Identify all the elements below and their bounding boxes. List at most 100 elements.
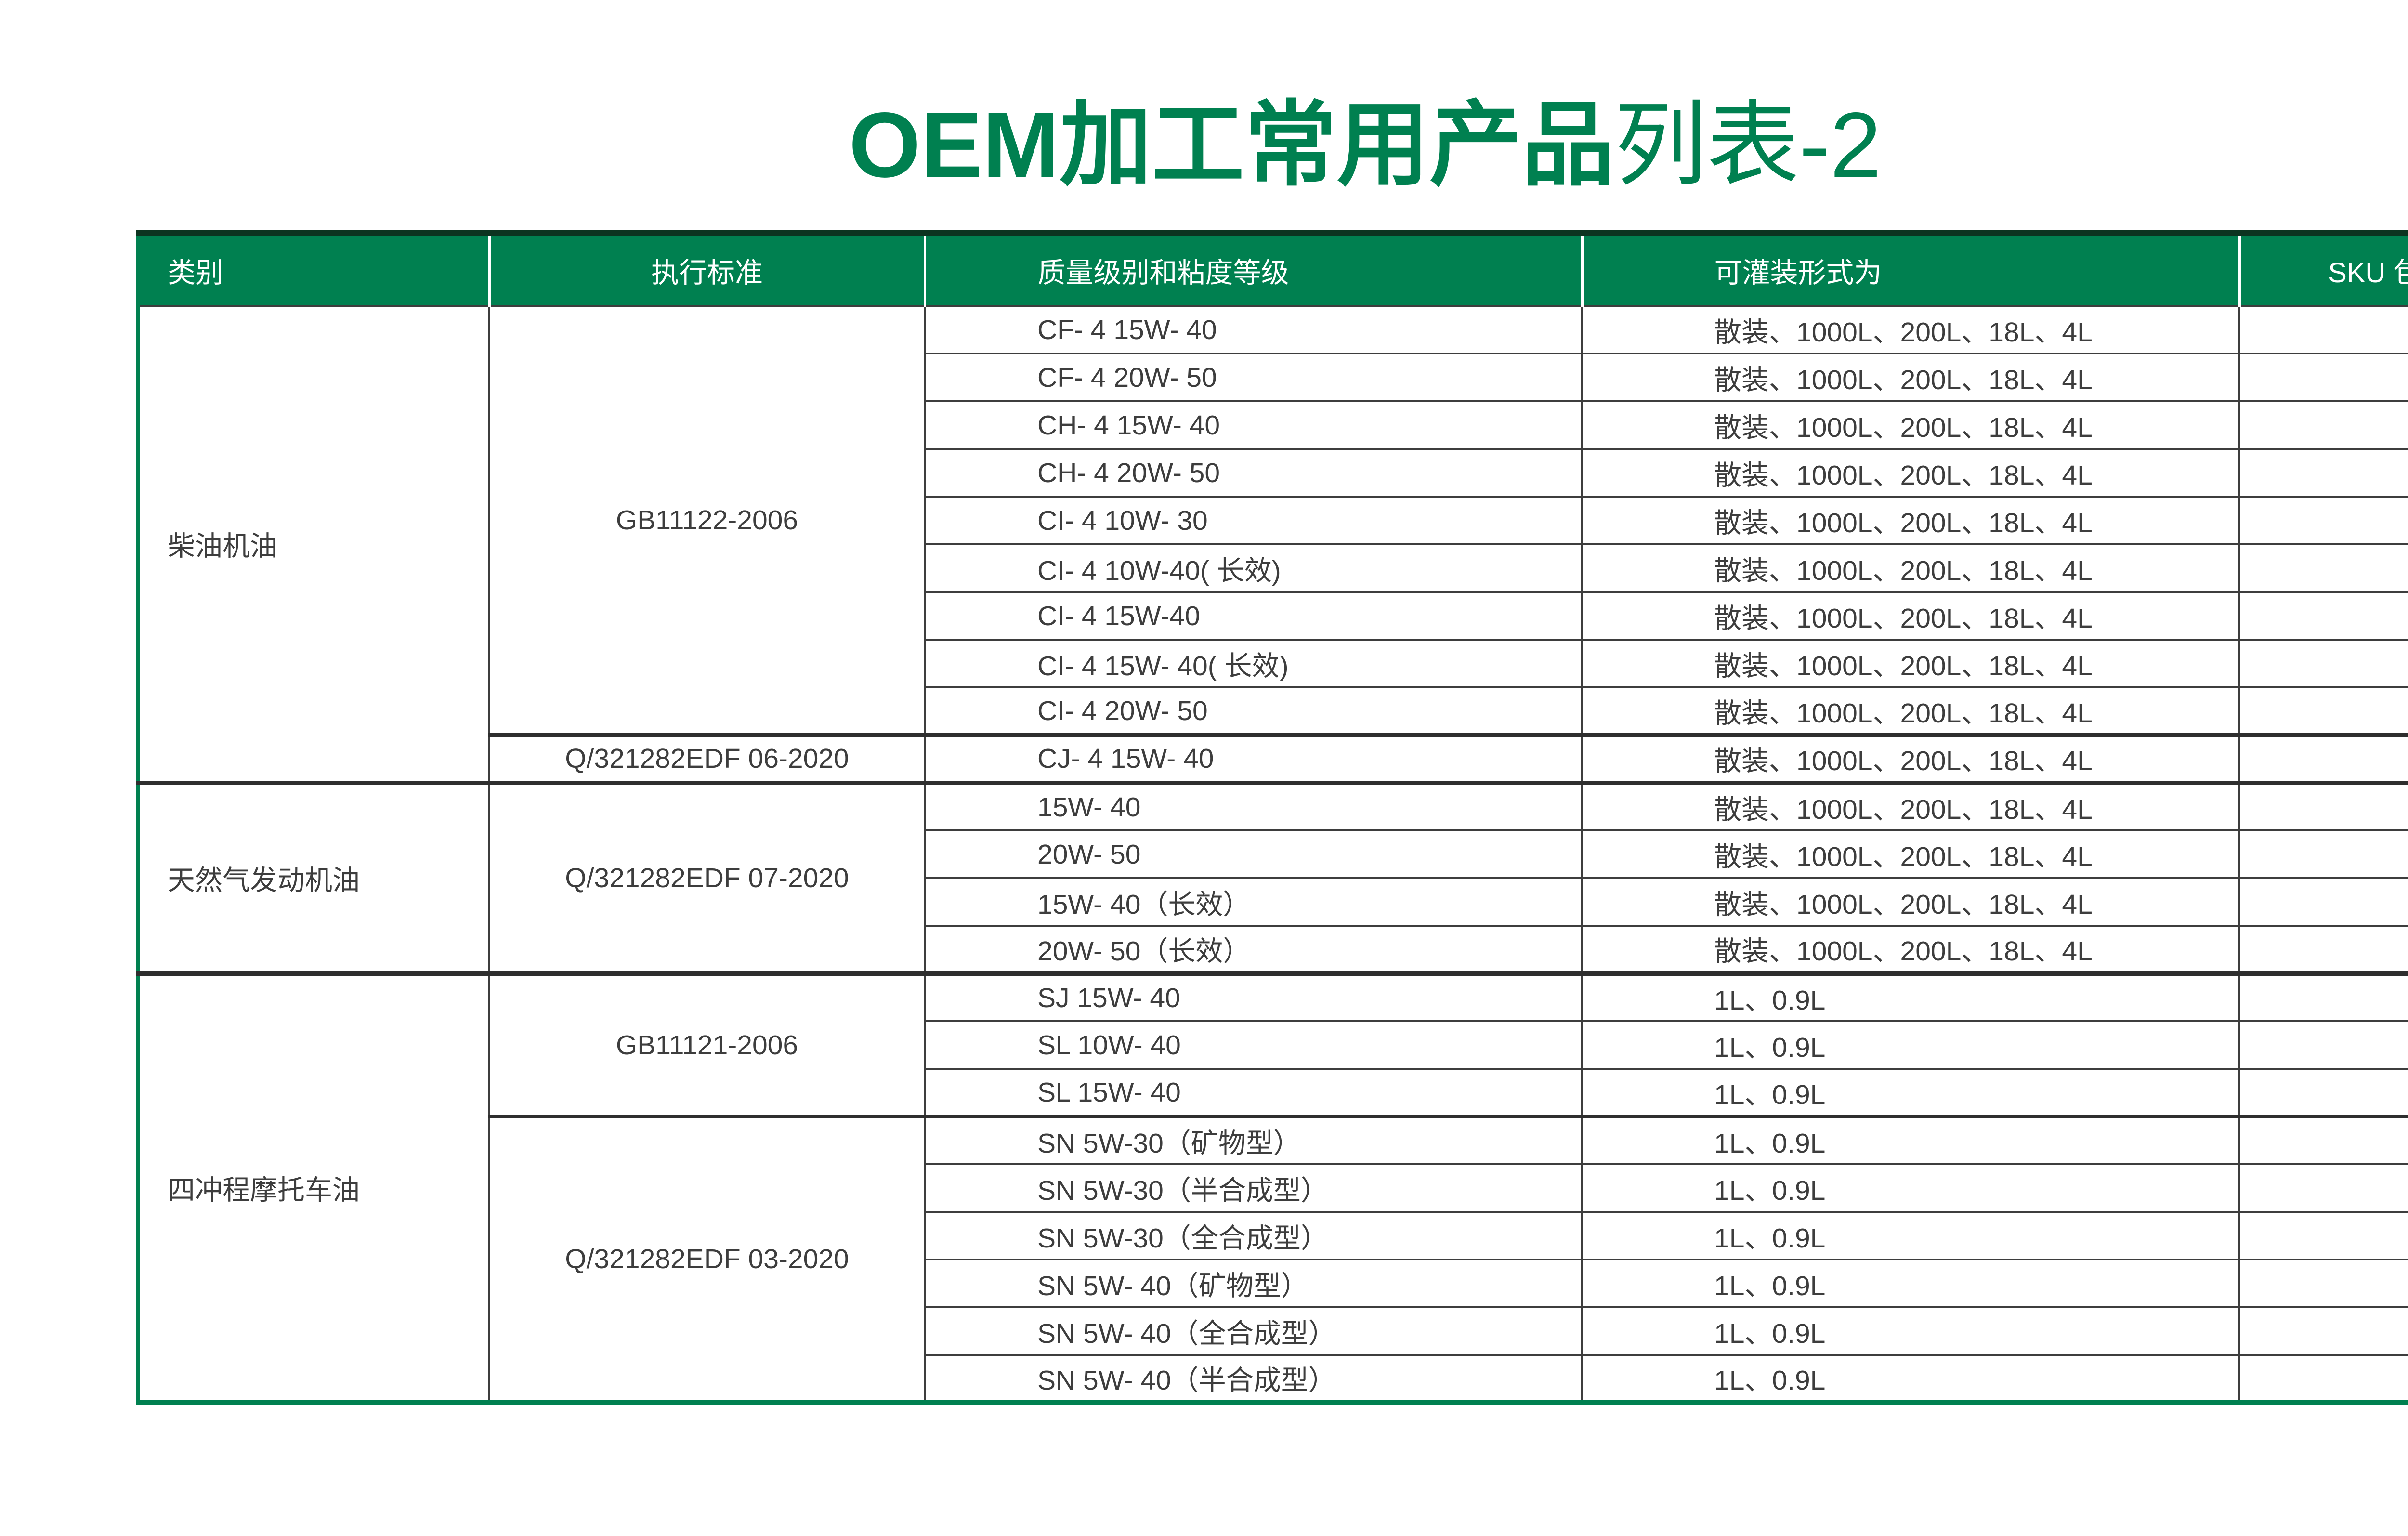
packaging-cell: 1L、0.9L: [1581, 1163, 2240, 1213]
sku-cell: 5: [2238, 925, 2408, 974]
col-header-grade: 质量级别和粘度等级: [925, 233, 1584, 306]
packaging-cell: 散装、1000L、200L、18L、4L: [1581, 496, 2240, 545]
packaging-cell: 1L、0.9L: [1581, 971, 2240, 1022]
sku-cell: 5: [2238, 543, 2408, 593]
sku-cell: 2: [2238, 1354, 2408, 1404]
grade-cell: SL 15W- 40: [924, 1068, 1583, 1117]
packaging-cell: 1L、0.9L: [1581, 1354, 2240, 1404]
col-header-category: 类别: [138, 233, 491, 306]
category-cell: 四冲程摩托车油: [137, 971, 490, 1404]
grade-cell: SN 5W-30（半合成型）: [924, 1163, 1583, 1213]
table-row: 柴油机油 GB11122-2006 CF- 4 15W- 40 散装、1000L…: [137, 305, 2408, 784]
sku-cell: 2: [2238, 1068, 2408, 1117]
sku-cell: 2: [2238, 1211, 2408, 1260]
packaging-cell: 散装、1000L、200L、18L、4L: [1581, 353, 2240, 402]
table-row: 15W- 40（长效） 散装、1000L、200L、18L、4L 5: [138, 877, 2408, 927]
products-table: 类别 执行标准 质量级别和粘度等级 可灌装形式为 SKU 包装数量 柴油机油 G…: [136, 230, 2408, 1405]
table-row: Q/321282EDF 06-2020 CJ- 4 15W- 40 散装、100…: [138, 733, 2408, 784]
page-title: OEM加工常用产品列表-2: [0, 90, 2408, 200]
table-row: 20W- 50（长效） 散装、1000L、200L、18L、4L 5: [138, 925, 2408, 974]
grade-cell: CF- 4 15W- 40: [924, 305, 1583, 354]
page-title-main: OEM加工常用产品: [849, 93, 1614, 197]
packaging-cell: 1L、0.9L: [1581, 1020, 2240, 1070]
sku-cell: 2: [2238, 1115, 2408, 1165]
packaging-cell: 1L、0.9L: [1581, 1259, 2240, 1308]
sku-cell: 5: [2238, 829, 2408, 879]
packaging-cell: 散装、1000L、200L、18L、4L: [1581, 733, 2240, 784]
table-row: 天然气发动机油 Q/321282EDF 07-2020 15W- 40 散装、1…: [137, 780, 2408, 974]
sku-cell: 2: [2238, 1020, 2408, 1070]
packaging-cell: 1L、0.9L: [1581, 1115, 2240, 1165]
grade-cell: 15W- 40: [924, 780, 1583, 831]
packaging-cell: 散装、1000L、200L、18L、4L: [1581, 829, 2240, 879]
grade-cell: CI- 4 10W- 30: [924, 496, 1583, 545]
grade-cell: SL 10W- 40: [924, 1020, 1583, 1070]
grade-cell: CI- 4 20W- 50: [924, 686, 1583, 736]
sku-cell: 5: [2238, 733, 2408, 784]
standard-cell: Q/321282EDF 03-2020: [488, 1115, 926, 1404]
grade-cell: CH- 4 15W- 40: [924, 400, 1583, 450]
packaging-cell: 散装、1000L、200L、18L、4L: [1581, 543, 2240, 593]
table-row: CI- 4 10W-40( 长效) 散装、1000L、200L、18L、4L 5: [138, 543, 2408, 593]
sku-cell: 2: [2238, 1163, 2408, 1213]
grade-cell: CJ- 4 15W- 40: [924, 733, 1583, 784]
table-row: CI- 4 15W- 40( 长效) 散装、1000L、200L、18L、4L …: [138, 639, 2408, 688]
packaging-cell: 1L、0.9L: [1581, 1211, 2240, 1260]
col-header-packaging: 可灌装形式为: [1582, 233, 2241, 306]
packaging-cell: 散装、1000L、200L、18L、4L: [1581, 780, 2240, 831]
packaging-cell: 散装、1000L、200L、18L、4L: [1581, 686, 2240, 736]
packaging-cell: 1L、0.9L: [1581, 1306, 2240, 1356]
grade-cell: SN 5W-30（矿物型）: [924, 1115, 1583, 1165]
table-row: SN 5W-30（全合成型） 1L、0.9L 2: [138, 1211, 2408, 1260]
grade-cell: SJ 15W- 40: [924, 971, 1583, 1022]
grade-cell: 20W- 50（长效）: [924, 925, 1583, 974]
grade-cell: CI- 4 15W- 40( 长效): [924, 639, 1583, 688]
table-row: 四冲程摩托车油 GB11121-2006 SJ 15W- 40 1L、0.9L …: [137, 971, 2408, 1404]
sku-cell: 5: [2238, 400, 2408, 450]
sku-cell: 5: [2238, 496, 2408, 545]
grade-cell: 20W- 50: [924, 829, 1583, 879]
table-row: CI- 4 20W- 50 散装、1000L、200L、18L、4L 5: [138, 686, 2408, 736]
table-row: SN 5W- 40（全合成型） 1L、0.9L 2: [138, 1306, 2408, 1356]
packaging-cell: 散装、1000L、200L、18L、4L: [1581, 305, 2240, 354]
page-title-suffix: 列表-2: [1614, 93, 1882, 197]
table-row: CH- 4 20W- 50 散装、1000L、200L、18L、4L 5: [138, 448, 2408, 498]
sku-cell: 5: [2238, 448, 2408, 498]
table-row: SN 5W-30（半合成型） 1L、0.9L 2: [138, 1163, 2408, 1213]
table-row: SN 5W- 40（矿物型） 1L、0.9L 2: [138, 1259, 2408, 1308]
standard-cell: Q/321282EDF 06-2020: [488, 733, 926, 784]
sku-cell: 5: [2238, 353, 2408, 402]
grade-cell: SN 5W-30（全合成型）: [924, 1211, 1583, 1260]
grade-cell: CF- 4 20W- 50: [924, 353, 1583, 402]
packaging-cell: 散装、1000L、200L、18L、4L: [1581, 448, 2240, 498]
sku-cell: 2: [2238, 1306, 2408, 1356]
grade-cell: SN 5W- 40（全合成型）: [924, 1306, 1583, 1356]
table-row: SL 10W- 40 1L、0.9L 2: [138, 1020, 2408, 1070]
packaging-cell: 散装、1000L、200L、18L、4L: [1581, 877, 2240, 927]
sku-cell: 2: [2238, 971, 2408, 1022]
sku-cell: 5: [2238, 305, 2408, 354]
packaging-cell: 散装、1000L、200L、18L、4L: [1581, 591, 2240, 641]
grade-cell: CI- 4 15W-40: [924, 591, 1583, 641]
col-header-sku: SKU 包装数量: [2239, 233, 2408, 306]
sku-cell: 2: [2238, 1259, 2408, 1308]
table-row: CF- 4 20W- 50 散装、1000L、200L、18L、4L 5: [138, 353, 2408, 402]
packaging-cell: 1L、0.9L: [1581, 1068, 2240, 1117]
sku-cell: 5: [2238, 591, 2408, 641]
grade-cell: 15W- 40（长效）: [924, 877, 1583, 927]
standard-cell: Q/321282EDF 07-2020: [488, 780, 926, 974]
category-cell: 柴油机油: [137, 305, 490, 784]
grade-cell: CI- 4 10W-40( 长效): [924, 543, 1583, 593]
table-row: 20W- 50 散装、1000L、200L、18L、4L 5: [138, 829, 2408, 879]
sku-cell: 5: [2238, 780, 2408, 831]
table-row: CH- 4 15W- 40 散装、1000L、200L、18L、4L 5: [138, 400, 2408, 450]
col-header-standard: 执行标准: [489, 233, 926, 306]
table-row: SN 5W- 40（半合成型） 1L、0.9L 2: [138, 1354, 2408, 1404]
packaging-cell: 散装、1000L、200L、18L、4L: [1581, 400, 2240, 450]
table-row: Q/321282EDF 03-2020 SN 5W-30（矿物型） 1L、0.9…: [138, 1115, 2408, 1404]
table-row: SL 15W- 40 1L、0.9L 2: [138, 1068, 2408, 1117]
table-row: CI- 4 10W- 30 散装、1000L、200L、18L、4L 5: [138, 496, 2408, 545]
grade-cell: SN 5W- 40（半合成型）: [924, 1354, 1583, 1404]
sku-cell: 5: [2238, 639, 2408, 688]
standard-cell: GB11121-2006: [488, 971, 926, 1117]
